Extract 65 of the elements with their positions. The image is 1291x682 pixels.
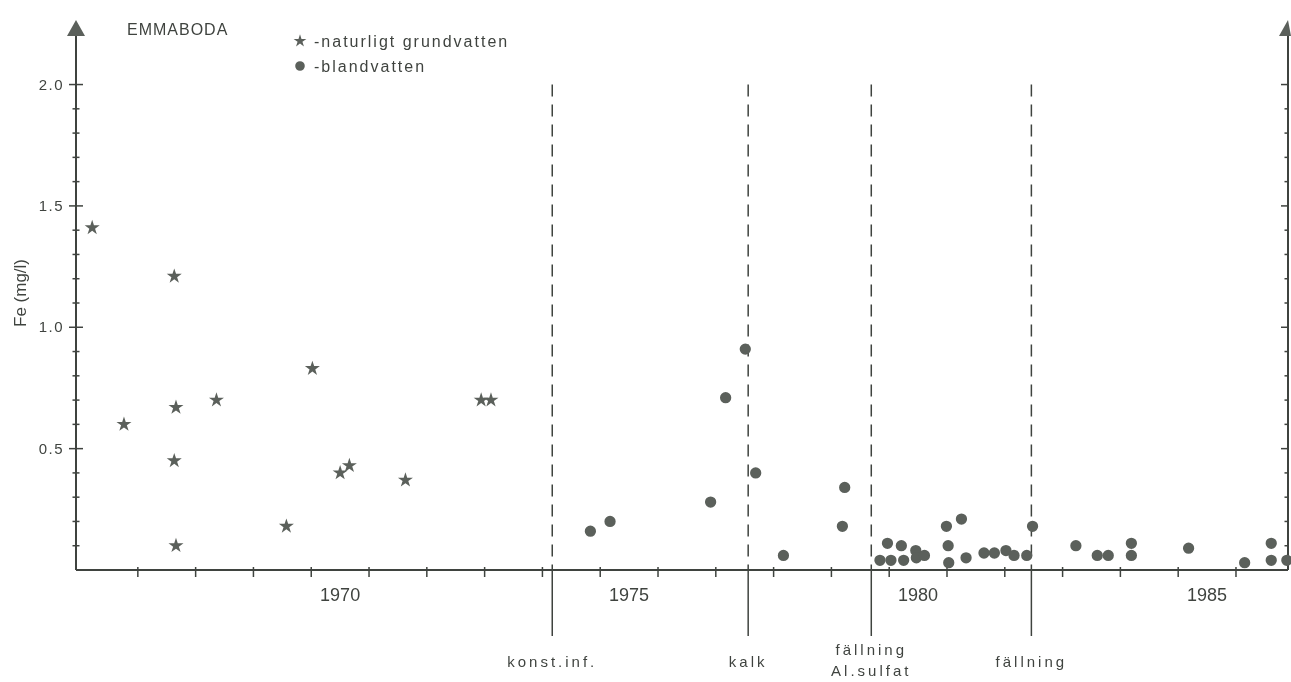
point <box>895 540 907 552</box>
legend-label: -blandvatten <box>314 58 427 75</box>
point <box>1008 549 1020 562</box>
point <box>836 520 849 532</box>
y-tick-label: 1.0 <box>38 318 64 336</box>
point <box>881 537 894 549</box>
point <box>166 268 182 283</box>
point <box>943 557 955 569</box>
point <box>1000 544 1012 557</box>
ref-line-label: fällning Al.sulfat <box>831 640 912 679</box>
y-tick-label: 0.5 <box>38 439 64 457</box>
point <box>278 518 294 533</box>
point <box>874 554 886 566</box>
point <box>1239 557 1251 569</box>
point <box>1070 540 1082 552</box>
x-tick-label: 1970 <box>320 585 361 605</box>
point <box>584 525 597 537</box>
legend-label: -naturligt grundvatten <box>314 33 510 50</box>
point <box>304 360 320 375</box>
point <box>1091 549 1103 562</box>
point <box>604 515 616 528</box>
point <box>898 554 910 566</box>
point <box>1102 549 1114 562</box>
x-tick-label: 1980 <box>898 585 939 605</box>
point <box>84 219 100 235</box>
point <box>1281 554 1291 566</box>
point <box>332 465 348 480</box>
y-axis-title: Fe (mg/l) <box>11 259 30 327</box>
point <box>116 416 132 431</box>
x-tick-label: 1985 <box>1187 585 1228 605</box>
point <box>1182 542 1195 554</box>
point <box>473 392 489 407</box>
chart-title: EMMABODA <box>127 21 229 38</box>
point <box>483 392 499 407</box>
ref-line-label: kalk <box>728 653 768 670</box>
point <box>168 537 184 553</box>
point <box>955 513 968 525</box>
point <box>739 343 751 355</box>
point <box>1125 549 1138 562</box>
point <box>942 540 954 552</box>
y-tick-label: 1.5 <box>38 196 64 214</box>
point <box>1265 537 1277 549</box>
ref-line-label: konst.inf. <box>507 653 598 670</box>
point <box>397 472 413 487</box>
point <box>750 467 762 479</box>
point <box>166 452 182 468</box>
x-tick-label: 1975 <box>609 585 650 605</box>
point <box>208 392 224 407</box>
point <box>940 520 953 532</box>
point <box>168 399 184 414</box>
y-tick-label: 2.0 <box>38 75 64 93</box>
ref-line-label: fällning <box>995 653 1068 670</box>
point <box>341 457 357 473</box>
point <box>1125 537 1138 549</box>
point <box>1021 549 1033 562</box>
point <box>777 549 790 562</box>
point <box>839 481 851 494</box>
point <box>978 547 990 559</box>
point <box>885 554 897 566</box>
point <box>704 496 717 508</box>
point <box>1026 520 1039 532</box>
point <box>1265 554 1277 566</box>
point <box>988 547 1001 559</box>
point <box>960 552 972 564</box>
point <box>719 392 732 404</box>
